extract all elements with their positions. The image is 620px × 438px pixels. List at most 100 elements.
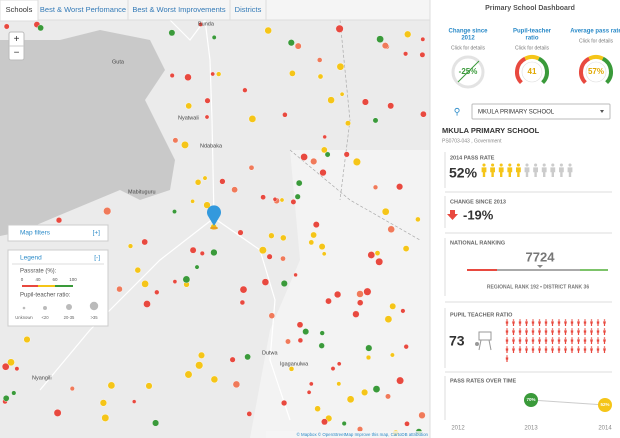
pupil-icon [596, 321, 600, 326]
school-dot [69, 386, 75, 392]
gauge-value: 57% [588, 67, 604, 76]
person-icon [524, 167, 530, 177]
zoom-in[interactable]: + [14, 34, 20, 45]
gauge-arc [579, 56, 591, 85]
school-select-value[interactable]: MKULA PRIMARY SCHOOL [478, 110, 555, 116]
teacher-icon [475, 331, 492, 351]
school-dot [402, 245, 410, 252]
school-dot [336, 381, 342, 387]
school-dot [294, 42, 302, 50]
pupil-icon [590, 328, 593, 330]
school-dot [229, 356, 236, 363]
person-icon [507, 167, 513, 177]
person-icon [550, 167, 556, 177]
pupil-icon [551, 330, 554, 335]
lake [0, 30, 175, 236]
school-dot [324, 151, 331, 158]
school-dot [357, 299, 364, 306]
place-label: Mabituguru [128, 189, 156, 195]
pupil-icon [525, 319, 528, 321]
school-dot [210, 248, 218, 257]
school-dot [419, 51, 426, 58]
ranking-value: 7724 [526, 249, 556, 264]
tab[interactable]: Districts [235, 5, 262, 14]
gauge-needle [457, 60, 480, 83]
school-dot [341, 421, 347, 427]
pupil-icon [538, 348, 541, 353]
school-dot [404, 420, 410, 427]
legend-toggle[interactable]: [-] [94, 255, 100, 262]
tab-active[interactable] [0, 0, 39, 22]
school-dot [336, 361, 342, 367]
person-icon [534, 163, 538, 167]
school-dot [403, 344, 409, 350]
school-dot [285, 338, 291, 345]
school-dot [182, 275, 191, 284]
legend-size [43, 306, 47, 310]
attribution-bg [266, 431, 430, 438]
pupil-icon [596, 339, 600, 344]
legend-tick: 40 [35, 277, 41, 282]
pupil-icon [512, 328, 515, 330]
school-dot [300, 153, 308, 161]
pupil-icon [577, 339, 580, 344]
pupil-icon [551, 339, 554, 344]
pupil-icon [564, 346, 567, 348]
school-dot [242, 87, 248, 93]
pupil-icon [512, 321, 515, 326]
pupil-icon [584, 346, 586, 348]
pupil-icon [551, 337, 554, 339]
zoom-out[interactable]: − [14, 48, 20, 59]
tab[interactable]: Best & Worst Perfomance [40, 5, 126, 14]
pupil-icon [564, 348, 567, 353]
pupil-icon [584, 328, 586, 330]
map-filters-box[interactable] [7, 224, 109, 242]
school-dot [297, 337, 304, 344]
school-select[interactable] [471, 103, 611, 120]
school-dot [194, 179, 202, 186]
pupil-icon [603, 328, 606, 330]
map-filters-title[interactable]: Map filters [20, 230, 51, 237]
place-label: Nyangili [32, 375, 52, 381]
ratio-label: PUPIL TEACHER RATIO [450, 312, 513, 318]
school-dot [319, 330, 325, 336]
school-dot [289, 70, 296, 77]
school-dot [272, 196, 278, 202]
school-dot [389, 302, 397, 310]
tab[interactable]: Schools [6, 5, 33, 14]
rank-pointer [537, 265, 543, 268]
school-dot [248, 164, 255, 171]
pupil-icon [570, 321, 574, 326]
attribution[interactable]: © Mapbox © OpenStreetMap Improve this ma… [297, 432, 429, 437]
school-dot [381, 42, 389, 49]
legend-size-label: 20-35 [64, 315, 75, 320]
tab[interactable]: Best & Worst Improvements [132, 5, 225, 14]
school-dot [287, 39, 295, 47]
school-dot [308, 239, 315, 246]
select-caret [600, 110, 604, 113]
pupil-icon [545, 319, 547, 321]
school-dot [202, 175, 208, 181]
pupil-icon [564, 321, 567, 326]
pupil-icon [512, 339, 515, 344]
pupil-icon [525, 348, 528, 353]
year-label: 2013 [524, 426, 538, 432]
pupil-icon [590, 330, 593, 335]
school-dot [295, 179, 303, 187]
school-dot [141, 238, 148, 246]
map-filters-toggle[interactable]: [+] [93, 230, 101, 237]
school-dots [1, 21, 427, 437]
school-dot [280, 255, 286, 262]
pupil-icon [519, 328, 521, 330]
school-dot [281, 399, 288, 407]
school-dot [310, 231, 317, 239]
school-dot [131, 399, 137, 404]
pupil-icon [571, 337, 573, 339]
school-dot [172, 209, 177, 215]
school-dot [352, 157, 361, 166]
pupil-icon [590, 337, 593, 339]
pupil-icon [512, 319, 515, 321]
dashboard-title: Primary School Dashboard [485, 5, 575, 12]
school-dot [260, 194, 266, 200]
pupil-icon [525, 328, 528, 330]
